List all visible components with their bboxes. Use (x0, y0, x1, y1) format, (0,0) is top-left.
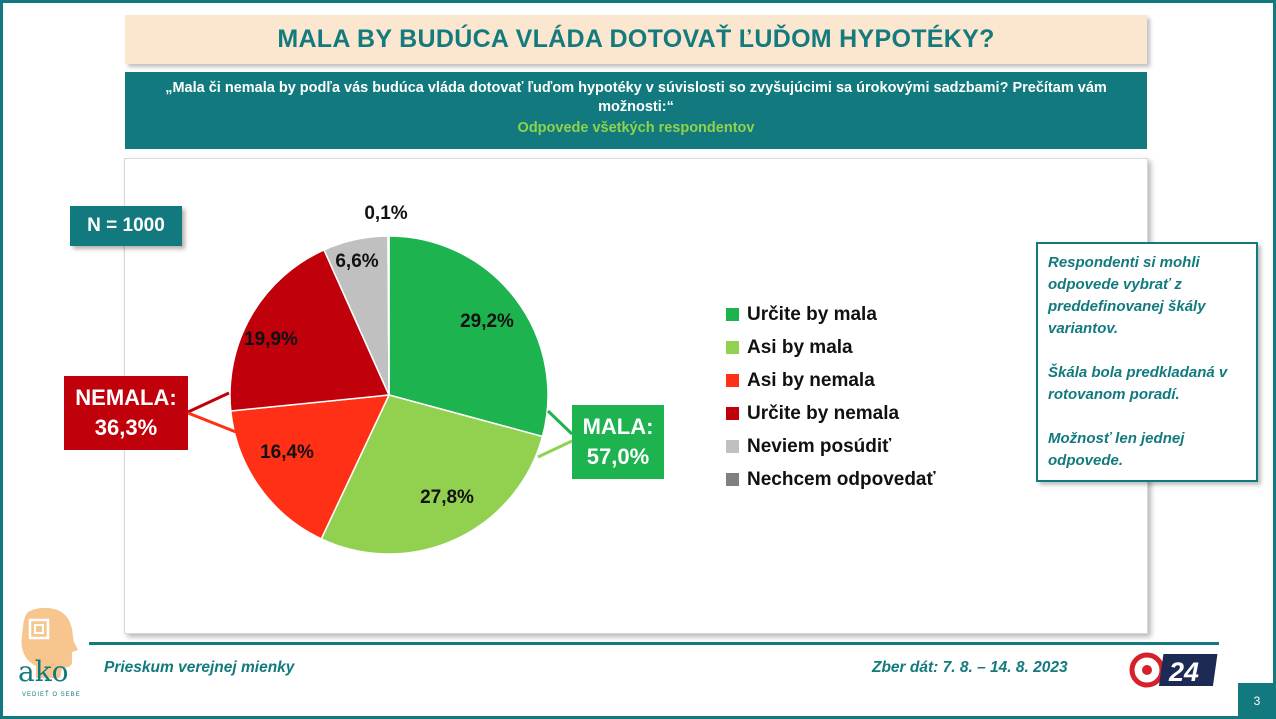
question-subtitle: Odpovede všetkých respondentov (517, 120, 755, 136)
legend-item: Určite by nemala (726, 397, 936, 430)
logo-tagline: VEDIEŤ O SEBE (22, 692, 81, 698)
note-paragraph-2: Škála bola predkladaná v rotovanom porad… (1048, 364, 1228, 403)
page-title: MALA BY BUDÚCA VLÁDA DOTOVAŤ ĽUĎOM HYPOT… (277, 25, 995, 53)
nemala-value: 36,3% (94, 415, 158, 440)
note-paragraph-3: Možnosť len jednej odpovede. (1048, 430, 1185, 469)
slice-data-label: 0,1% (364, 203, 407, 224)
page-number: 3 (1238, 683, 1276, 719)
methodology-note: Respondenti si mohli odpovede vybrať z p… (1036, 242, 1258, 482)
legend-item: Nechcem odpovedať (726, 463, 936, 496)
footer-divider (89, 642, 1219, 645)
legend-item: Neviem posúdiť (726, 430, 936, 463)
legend-swatch (726, 440, 739, 453)
legend-item: Asi by mala (726, 331, 936, 364)
question-banner: „Mala či nemala by podľa vás budúca vlád… (125, 72, 1147, 149)
legend-swatch (726, 473, 739, 486)
note-paragraph-1: Respondenti si mohli odpovede vybrať z p… (1048, 254, 1206, 337)
group-connector-line (187, 391, 230, 414)
title-banner: MALA BY BUDÚCA VLÁDA DOTOVAŤ ĽUĎOM HYPOT… (125, 15, 1147, 64)
legend-item: Asi by nemala (726, 364, 936, 397)
legend-swatch (726, 374, 739, 387)
legend-label: Určite by mala (747, 303, 877, 325)
slice-data-label: 29,2% (460, 311, 514, 332)
legend-label: Neviem posúdiť (747, 435, 892, 457)
sample-size-badge: N = 1000 (70, 206, 182, 246)
slice-data-label: 27,8% (420, 487, 474, 508)
pie-slice (320, 394, 544, 555)
footer-date-range: Zber dát: 7. 8. – 14. 8. 2023 (872, 659, 1068, 676)
nemala-group-label: NEMALA: 36,3% (64, 376, 188, 450)
legend-label: Nechcem odpovedať (747, 468, 936, 490)
tv-24-logo-text: 24 (1168, 657, 1199, 687)
legend-item: Určite by mala (726, 298, 936, 331)
logo-wordmark: ako (18, 655, 69, 688)
pie-slice (387, 235, 390, 396)
legend-label: Asi by mala (747, 336, 853, 358)
legend-label: Asi by nemala (747, 369, 875, 391)
nemala-label: NEMALA: (75, 385, 177, 410)
question-text: „Mala či nemala by podľa vás budúca vlád… (165, 80, 1107, 115)
group-connector-line (546, 409, 574, 436)
slice-data-label: 16,4% (260, 442, 314, 463)
mala-value: 57,0% (586, 444, 650, 469)
pie-slice (229, 248, 391, 412)
mala-group-label: MALA: 57,0% (572, 405, 664, 479)
mala-label: MALA: (582, 414, 654, 439)
footer-survey-label: Prieskum verejnej mienky (104, 659, 295, 676)
tv-24-logo-icon: 24 (1129, 652, 1218, 688)
legend-label: Určite by nemala (747, 402, 900, 424)
ako-logo-icon (21, 607, 78, 678)
chart-legend: Určite by mala Asi by mala Asi by nemala Ur… (726, 298, 936, 496)
pie-slice (229, 394, 391, 540)
slice-data-label: 19,9% (244, 329, 298, 350)
legend-swatch (726, 341, 739, 354)
legend-swatch (726, 308, 739, 321)
group-connector-line (537, 439, 573, 459)
legend-swatch (726, 407, 739, 420)
group-connector-line (187, 411, 237, 434)
slice-data-label: 6,6% (335, 251, 378, 272)
pie-slice (388, 235, 549, 438)
